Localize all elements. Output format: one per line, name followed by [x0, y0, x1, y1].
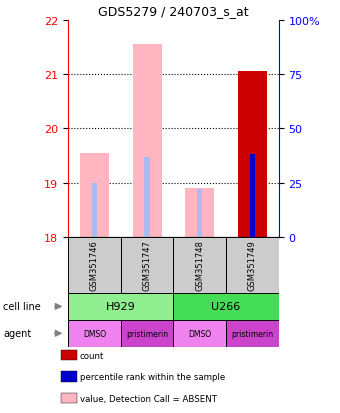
Bar — [68, 293, 173, 320]
Text: pristimerin: pristimerin — [232, 329, 273, 338]
Bar — [238, 72, 267, 237]
Text: agent: agent — [3, 328, 32, 339]
Bar — [185, 189, 214, 237]
Bar — [226, 237, 279, 293]
Text: GSM351749: GSM351749 — [248, 240, 257, 291]
Text: DMSO: DMSO — [188, 329, 211, 338]
Text: percentile rank within the sample: percentile rank within the sample — [80, 372, 225, 381]
Bar — [144, 157, 150, 237]
Bar — [68, 320, 121, 347]
Bar — [173, 237, 226, 293]
Bar — [92, 183, 97, 237]
Title: GDS5279 / 240703_s_at: GDS5279 / 240703_s_at — [98, 5, 249, 18]
Text: GSM351746: GSM351746 — [90, 240, 99, 291]
Text: value, Detection Call = ABSENT: value, Detection Call = ABSENT — [80, 394, 217, 403]
Bar — [80, 154, 109, 237]
Text: cell line: cell line — [3, 301, 41, 312]
Text: GSM351748: GSM351748 — [195, 240, 204, 291]
Bar — [121, 237, 173, 293]
Bar — [197, 190, 202, 237]
Bar — [250, 155, 255, 237]
Bar — [121, 320, 173, 347]
Text: DMSO: DMSO — [83, 329, 106, 338]
Text: GSM351747: GSM351747 — [142, 240, 152, 291]
Bar — [173, 320, 226, 347]
Text: pristimerin: pristimerin — [126, 329, 168, 338]
Text: U266: U266 — [211, 301, 241, 312]
Text: count: count — [80, 351, 104, 360]
Bar — [133, 45, 161, 237]
Bar — [226, 320, 279, 347]
Bar — [173, 293, 279, 320]
Text: H929: H929 — [106, 301, 136, 312]
Bar — [68, 237, 121, 293]
